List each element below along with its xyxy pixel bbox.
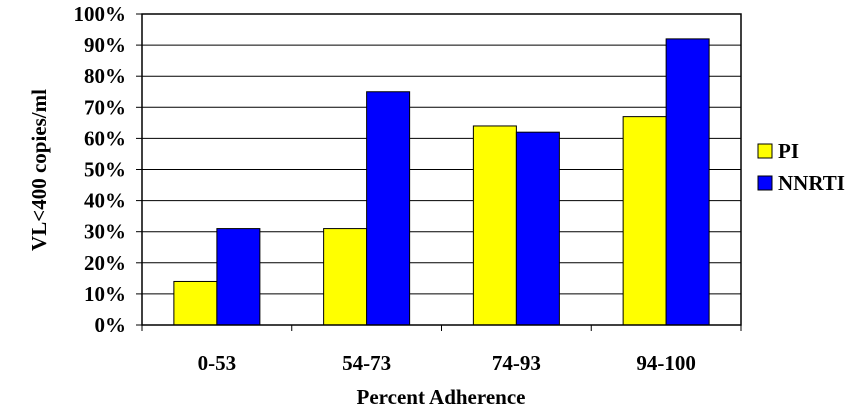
bar-pi-0-53 [173, 280, 218, 326]
axes [136, 13, 742, 331]
legend: PI NNRTI [757, 139, 845, 195]
x-tick-label: 94-100 [636, 351, 696, 375]
legend-label-pi: PI [778, 139, 799, 163]
bar-nnrti-0-53 [216, 228, 261, 326]
x-tick-label: 74-93 [492, 351, 541, 375]
y-axis-title: VL<400 copies/ml [27, 89, 51, 251]
y-tick-label: 30% [84, 220, 126, 244]
legend-swatch-pi [757, 143, 773, 159]
y-tick-labels: 0% 10% 20% 30% 40% 50% 60% 70% 80% 90% 100% [74, 2, 127, 337]
bars [173, 38, 710, 326]
legend-swatch-nnrti [757, 175, 773, 191]
y-tick-label: 20% [84, 251, 126, 275]
x-tick-labels: 0-53 54-73 74-93 94-100 [198, 351, 696, 375]
x-axis-title: Percent Adherence [357, 385, 526, 409]
bar-pi-74-93 [472, 125, 517, 326]
y-tick-label: 90% [84, 33, 126, 57]
y-tick-label: 0% [95, 313, 127, 337]
y-tick-label: 40% [84, 189, 126, 213]
y-tick-label: 80% [84, 64, 126, 88]
y-tick-label: 50% [84, 158, 126, 182]
bar-nnrti-54-73 [366, 91, 411, 326]
y-tick-label: 10% [84, 282, 126, 306]
plot-frame [141, 13, 742, 326]
legend-label-nnrti: NNRTI [778, 171, 845, 195]
bar-nnrti-94-100 [665, 38, 710, 326]
y-tick-label: 60% [84, 126, 126, 150]
x-tick-label: 0-53 [198, 351, 237, 375]
y-tick-label: 100% [74, 2, 127, 26]
bar-pi-54-73 [323, 228, 368, 326]
x-tick-label: 54-73 [342, 351, 391, 375]
bar-nnrti-74-93 [515, 131, 560, 326]
y-tick-label: 70% [84, 95, 126, 119]
bar-pi-94-100 [622, 116, 667, 326]
